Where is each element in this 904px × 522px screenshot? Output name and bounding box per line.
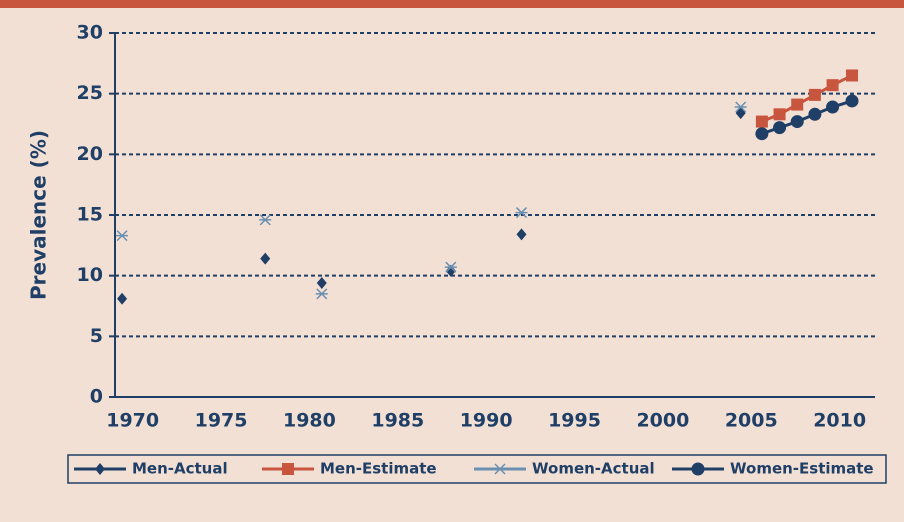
y-tick-label: 10	[77, 264, 103, 286]
data-point	[773, 108, 786, 121]
x-tick-label: 1970	[106, 410, 159, 432]
y-axis-label: Prevalence (%)	[27, 130, 51, 300]
y-tick-label: 25	[77, 82, 103, 104]
x-tick-label: 2005	[725, 410, 778, 432]
data-point	[846, 69, 859, 82]
legend-marker	[95, 463, 105, 475]
legend-marker	[691, 462, 705, 476]
data-point	[826, 79, 839, 92]
legend-label: Men-Estimate	[320, 460, 437, 478]
data-point	[826, 100, 840, 114]
y-tick-label: 0	[90, 386, 103, 408]
x-tick-label: 2010	[813, 410, 866, 432]
data-point	[316, 276, 327, 289]
y-tick-label: 15	[77, 204, 103, 226]
x-tick-label: 1985	[371, 410, 424, 432]
y-tick-label: 30	[77, 22, 103, 44]
data-point	[845, 94, 859, 108]
data-point	[516, 228, 527, 241]
x-tick-label: 1995	[548, 410, 601, 432]
legend-marker	[494, 463, 506, 475]
data-point	[808, 107, 822, 121]
data-point	[790, 115, 804, 129]
data-point	[791, 98, 804, 111]
data-point	[773, 121, 787, 135]
x-tick-label: 2000	[636, 410, 689, 432]
x-tick-label: 1980	[283, 410, 336, 432]
legend-marker	[282, 463, 294, 475]
data-point	[734, 101, 747, 113]
data-point	[755, 127, 769, 141]
data-point	[808, 88, 821, 101]
y-tick-label: 5	[90, 325, 103, 347]
legend-label: Men-Actual	[132, 460, 228, 478]
data-point	[444, 261, 457, 273]
x-tick-label: 1990	[460, 410, 513, 432]
data-point	[315, 288, 328, 300]
header-band	[0, 0, 904, 8]
data-point	[515, 207, 528, 219]
x-tick-label: 1975	[195, 410, 248, 432]
y-tick-label: 20	[77, 143, 103, 165]
data-point	[260, 252, 271, 265]
legend-label: Women-Estimate	[730, 460, 874, 478]
legend-box	[67, 454, 887, 484]
legend-label: Women-Actual	[532, 460, 655, 478]
data-point	[259, 214, 272, 226]
data-point	[755, 115, 768, 128]
data-point	[117, 292, 128, 305]
data-point	[116, 230, 129, 242]
